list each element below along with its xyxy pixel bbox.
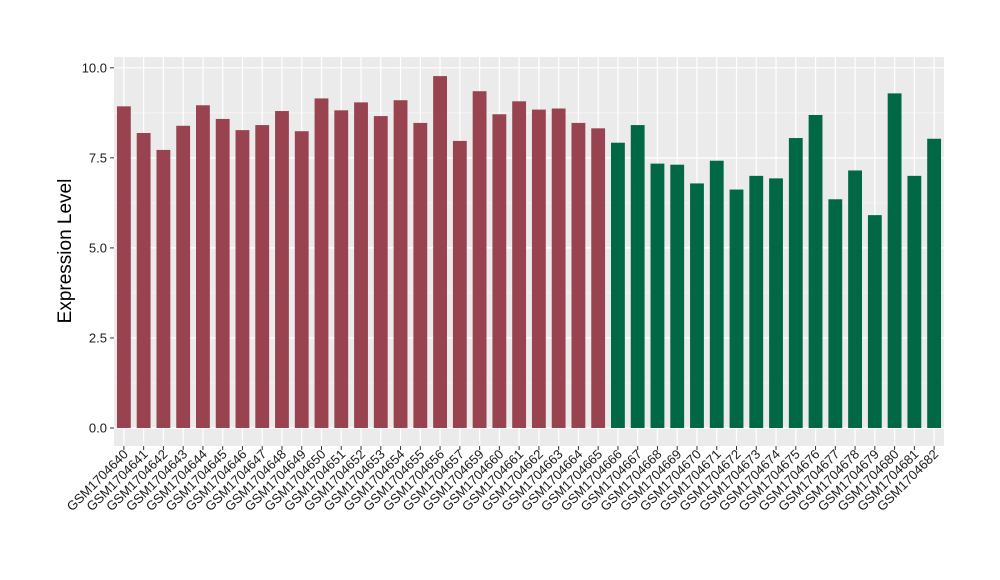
bar (709, 160, 724, 428)
bar (255, 125, 270, 428)
bar (452, 140, 467, 428)
bar (670, 164, 685, 428)
bar (492, 114, 507, 428)
bar (512, 101, 527, 428)
bar (334, 110, 349, 428)
grid-minor (114, 112, 944, 384)
bar (176, 125, 191, 428)
bar (196, 105, 210, 428)
bar (611, 142, 625, 428)
bar (393, 100, 408, 428)
bar (314, 98, 329, 428)
bar (729, 189, 744, 428)
bar (433, 76, 447, 428)
x-axis: GSM1704640GSM1704641GSM1704642GSM1704643… (64, 446, 941, 514)
bar (235, 130, 250, 428)
bar (788, 138, 803, 428)
bar (531, 109, 546, 428)
y-tick-label: 0.0 (89, 420, 107, 435)
bar (551, 108, 566, 428)
y-tick-label: 2.5 (89, 330, 107, 345)
y-axis-title: Expression Level (55, 179, 76, 324)
bar (808, 114, 823, 428)
bar (867, 215, 882, 428)
bar (769, 178, 783, 428)
bar (630, 125, 645, 428)
bar (848, 170, 862, 428)
bar (828, 199, 843, 428)
bar (275, 111, 289, 428)
bar (373, 116, 388, 428)
bar (887, 93, 902, 428)
bars (116, 76, 942, 428)
bar (413, 122, 428, 428)
y-axis: 0.0 2.5 5.0 7.5 10.0 (82, 60, 114, 435)
bar (690, 183, 704, 428)
bar (749, 175, 764, 428)
bar (136, 132, 151, 428)
bar (907, 175, 922, 428)
plot-panel (114, 57, 944, 446)
bar (571, 122, 586, 428)
y-tick-label: 10.0 (82, 60, 107, 75)
bar (354, 102, 368, 428)
bar (294, 131, 309, 428)
bar (927, 138, 942, 428)
y-tick-label: 5.0 (89, 240, 107, 255)
bar (591, 128, 606, 428)
bar (472, 91, 487, 428)
y-tick-label: 7.5 (89, 150, 107, 165)
bar (156, 149, 171, 428)
bar (650, 163, 665, 428)
bar (215, 118, 230, 428)
bar (116, 106, 131, 428)
